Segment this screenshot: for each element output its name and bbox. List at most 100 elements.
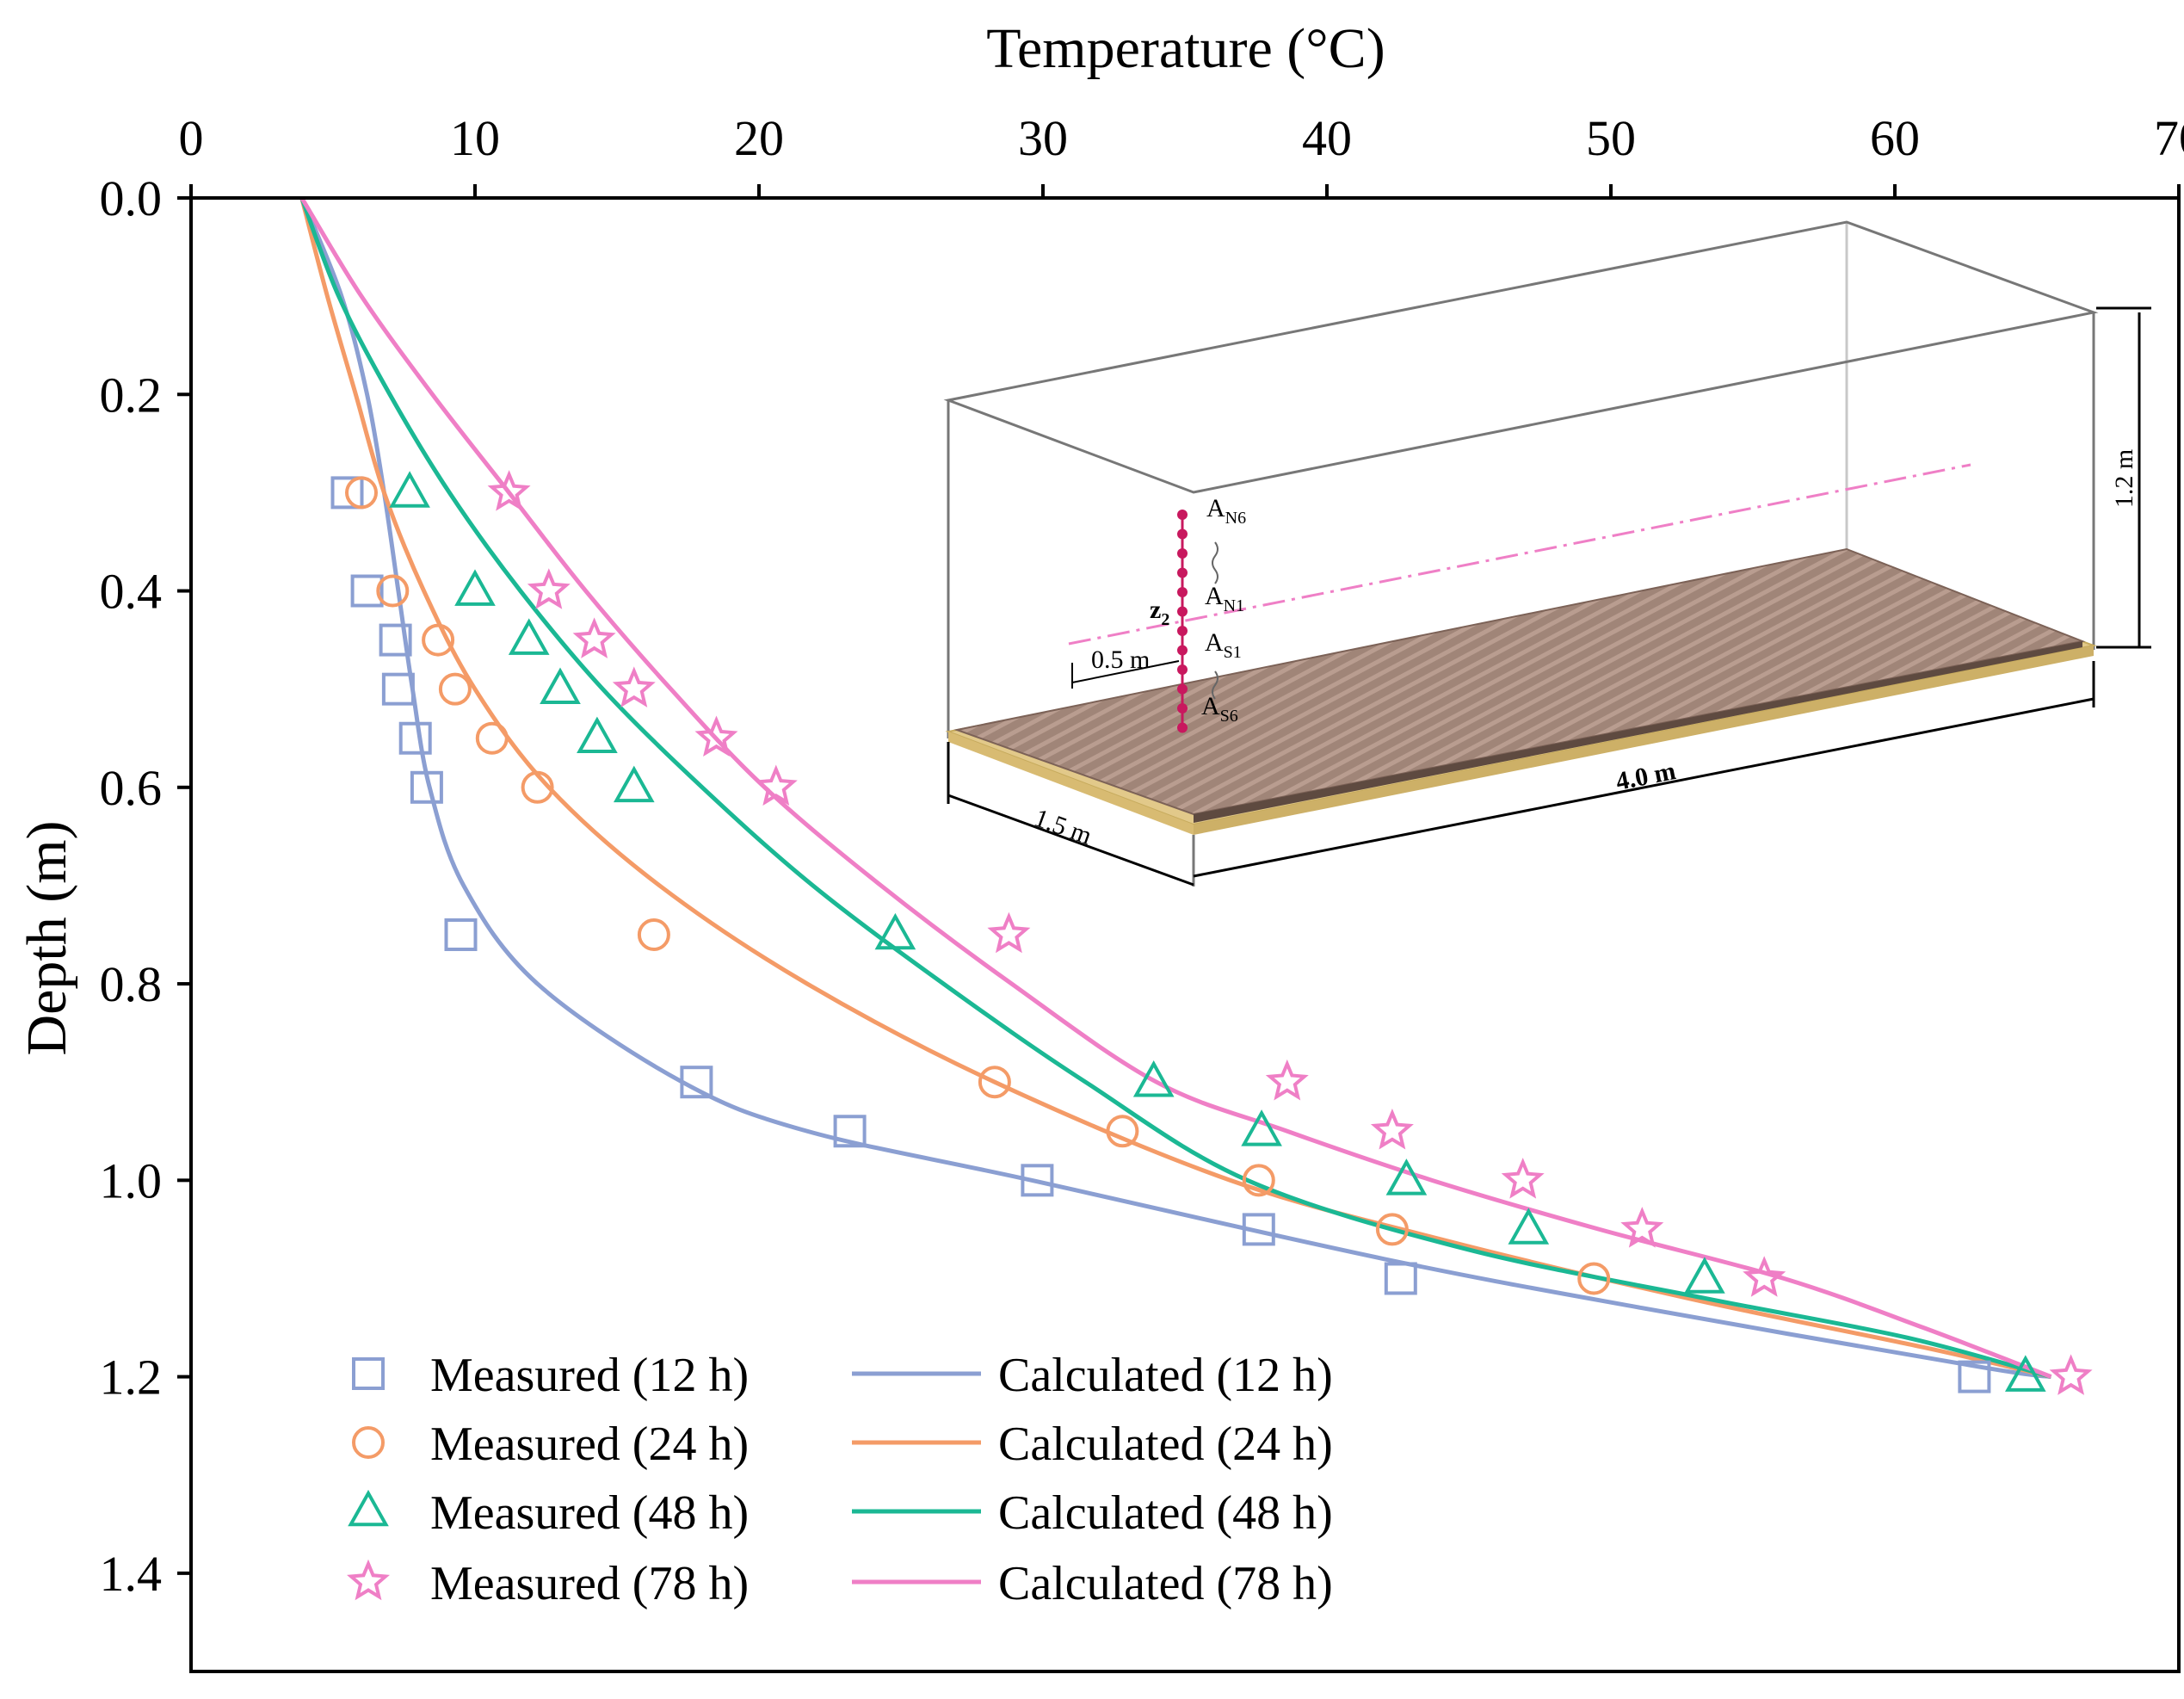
plot-frame (189, 196, 2181, 1673)
legend: Measured (12 h) Measured (24 h) Measured (… (347, 1349, 1333, 1610)
sensor-top-main: A (1206, 494, 1225, 522)
sensor-wave-top (1212, 541, 1218, 584)
sand-layer-side (1194, 646, 2094, 835)
sensor-dot (1177, 587, 1188, 597)
sensor-s1-main: A (1205, 628, 1224, 657)
measured-point (1241, 1109, 1282, 1146)
sensor-bottom-label: AS6 (1201, 692, 1238, 726)
measured-point (381, 672, 415, 706)
measured-point (1508, 1208, 1550, 1245)
measured-point (637, 918, 670, 951)
sensor-dot (1177, 567, 1188, 578)
dim-width-label: 1.5 m (1031, 804, 1096, 850)
measured-point (1370, 1109, 1414, 1150)
sensor-dot (1177, 606, 1188, 617)
legend-label: Measured (78 h) (430, 1557, 749, 1610)
y-tick-label: 0.6 (100, 760, 163, 816)
measured-point (612, 666, 656, 707)
dim-offset-line (1071, 660, 1180, 683)
measured-point (572, 617, 616, 658)
axis-ticks: 0 10 20 30 40 50 60 70 0.0 0.2 0.4 0.6 0.8 1.0 1.2 1.4 (100, 110, 2184, 1602)
sensor-s1-label: AS1 (1205, 628, 1242, 662)
measured-point (540, 667, 581, 704)
sensor-n1-label: AN1 (1205, 582, 1244, 615)
y-tick-label: 1.2 (100, 1350, 163, 1406)
measured-point (475, 721, 509, 755)
measured-point (389, 471, 430, 508)
measured-point (1684, 1257, 1725, 1294)
sensor-wave-bottom (1212, 670, 1218, 700)
sensor-top-label: AN6 (1206, 494, 1246, 528)
measured-point (680, 1066, 713, 1099)
measured-point (410, 770, 443, 804)
x-tick-label: 60 (1870, 110, 1920, 166)
y-tick-label: 0.2 (100, 367, 163, 423)
sensor-top-sub: N6 (1225, 509, 1246, 528)
sensor-bottom-sub: S6 (1220, 707, 1238, 726)
x-tick-label: 10 (450, 110, 500, 166)
legend-label: Calculated (78 h) (998, 1557, 1333, 1610)
sensor-s1-sub: S1 (1224, 643, 1242, 662)
x-axis-title: Temperature (°C) (986, 17, 1385, 80)
sensor-dot (1177, 528, 1188, 540)
legend-label: Calculated (24 h) (998, 1418, 1333, 1471)
depth-var-sub: 2 (1161, 610, 1169, 629)
depth-var-main: z (1150, 596, 1161, 624)
x-tick-label: 20 (734, 110, 784, 166)
measured-point (2049, 1354, 2093, 1395)
sensor-dot (1177, 645, 1188, 656)
model-schematic-inset: 4.0 m 1.5 m 1.2 m 0.5 m AN6 AN1 AS1 AS6 … (943, 220, 2151, 887)
measured-point (1106, 1115, 1139, 1148)
y-tick-label: 1.0 (100, 1152, 163, 1208)
calculated-line (299, 197, 2052, 1380)
measured-point (345, 476, 378, 510)
measured-point (521, 770, 554, 804)
measured-point (350, 574, 384, 608)
measured-point (1384, 1262, 1417, 1295)
measured-point (978, 1066, 1011, 1099)
calculated-line (299, 196, 2052, 1379)
measured-point (444, 918, 478, 951)
sensor-bottom-main: A (1201, 692, 1220, 720)
legend-label: Measured (12 h) (430, 1349, 749, 1402)
legend-marker (352, 1426, 385, 1459)
measured-point (833, 1115, 867, 1148)
sensor-dot (1177, 548, 1188, 559)
box-top-face (943, 220, 2099, 494)
measured-point (1620, 1207, 1664, 1248)
x-tick-label: 0 (179, 110, 204, 166)
dim-width-line (947, 794, 1194, 887)
measured-point (1501, 1158, 1545, 1199)
measured-point (527, 568, 571, 609)
sensor-n1-sub: N1 (1224, 596, 1244, 615)
sensor-dot (1177, 683, 1188, 695)
measured-point (487, 470, 531, 511)
depth-var-label: z2 (1150, 596, 1169, 629)
measured-point (1385, 1158, 1428, 1195)
sensor-dot (1177, 626, 1188, 636)
legend-marker (352, 1357, 385, 1390)
measured-point (694, 715, 738, 757)
measured-point (613, 765, 655, 803)
measured-point (454, 569, 496, 606)
legend-label: Calculated (48 h) (998, 1486, 1333, 1540)
sensor-dot (1177, 510, 1188, 520)
sensor-dot (1177, 703, 1188, 714)
sensor-n1-main: A (1205, 582, 1224, 610)
measured-point (398, 721, 432, 755)
legend-marker (348, 1489, 389, 1527)
measured-point (577, 716, 618, 754)
measured-point (508, 618, 550, 655)
measured-point (376, 574, 410, 608)
measured-point (1577, 1262, 1611, 1295)
sensor-dot (1177, 722, 1188, 733)
dim-length-label: 4.0 m (1613, 757, 1678, 796)
y-tick-label: 0.4 (100, 564, 163, 620)
measured-point (1375, 1213, 1409, 1246)
legend-marker (347, 1559, 390, 1601)
measured-point (1265, 1059, 1309, 1101)
sand-layer-front (948, 732, 1194, 835)
measured-point (1132, 1060, 1175, 1097)
dim-offset-label: 0.5 m (1091, 646, 1150, 674)
